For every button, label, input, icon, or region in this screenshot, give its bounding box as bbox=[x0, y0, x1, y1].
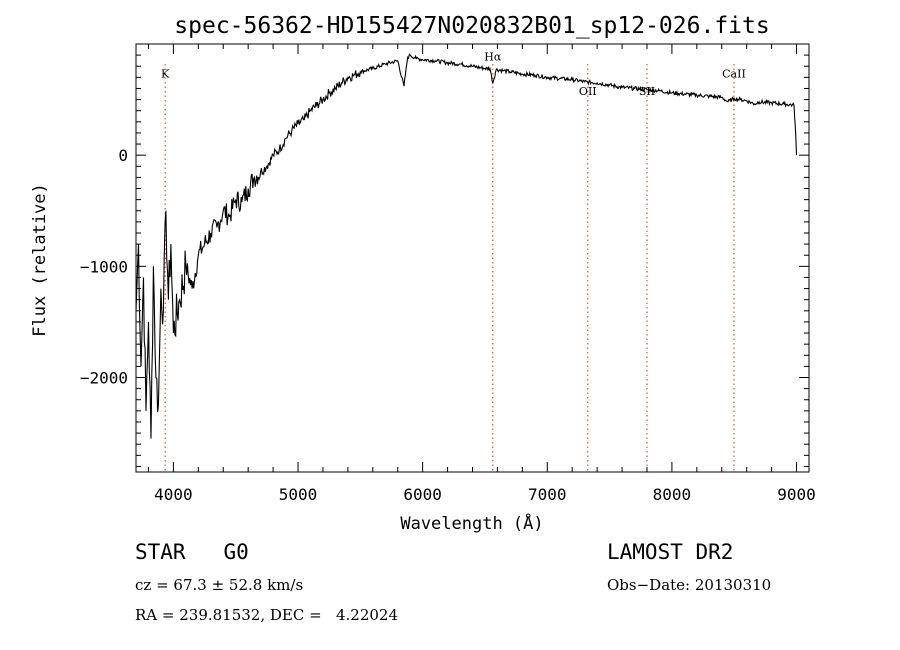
observation-date: Obs−Date: 20130310 bbox=[607, 576, 772, 594]
x-tick-label: 8000 bbox=[653, 485, 692, 504]
marker-label: Hα bbox=[484, 51, 502, 64]
y-tick-label: 0 bbox=[118, 146, 128, 165]
spectrum-line bbox=[135, 53, 798, 439]
marker-label: CaII bbox=[722, 67, 746, 80]
x-tick-label: 4000 bbox=[154, 485, 193, 504]
survey-name: LAMOST DR2 bbox=[607, 540, 734, 564]
x-tick-label: 6000 bbox=[403, 485, 442, 504]
y-axis-label: Flux (relative) bbox=[30, 183, 50, 337]
object-class: STAR G0 bbox=[135, 540, 249, 564]
y-tick-label: −2000 bbox=[80, 369, 128, 388]
chart-title: spec-56362-HD155427N020832B01_sp12-026.f… bbox=[174, 13, 769, 39]
x-tick-label: 5000 bbox=[279, 485, 318, 504]
spectrum-chart: spec-56362-HD155427N020832B01_sp12-026.f… bbox=[30, 13, 816, 534]
x-axis-label: Wavelength (Å) bbox=[400, 512, 543, 534]
x-tick-label: 7000 bbox=[528, 485, 567, 504]
y-tick-label: −1000 bbox=[80, 257, 128, 276]
plot-frame bbox=[135, 43, 810, 473]
ra-dec-coordinates: RA = 239.81532, DEC = 4.22024 bbox=[135, 606, 399, 624]
marker-label: OII bbox=[579, 85, 597, 98]
x-tick-label: 9000 bbox=[777, 485, 816, 504]
marker-label: K bbox=[161, 67, 170, 80]
marker-label: SII bbox=[639, 85, 655, 98]
x-axis-ticks: 4000 5000 6000 7000 8000 9000 bbox=[147, 44, 816, 504]
y-axis-ticks: 0 −1000 −2000 bbox=[80, 54, 809, 467]
emission-line-markers: K Hα OII SII CaII bbox=[161, 51, 746, 472]
redshift-cz: cz = 67.3 ± 52.8 km/s bbox=[135, 576, 304, 594]
